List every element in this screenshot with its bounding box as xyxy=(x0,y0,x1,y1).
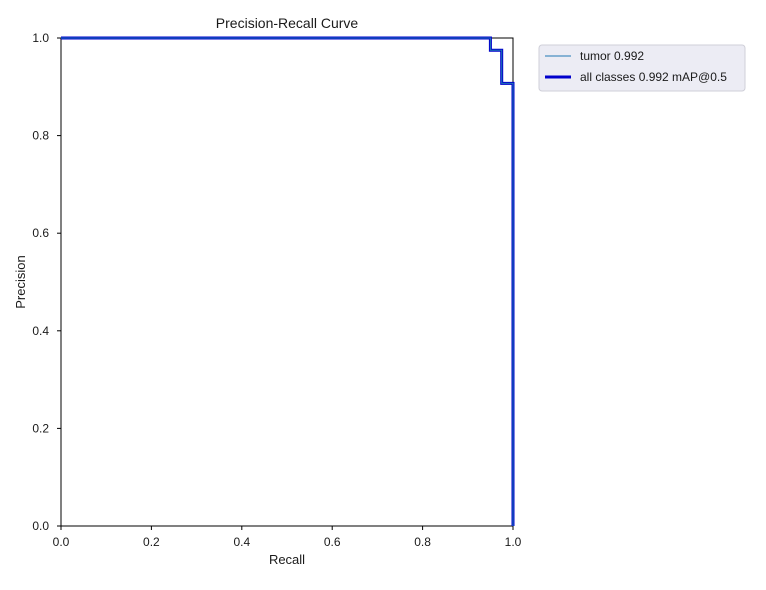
legend-label: all classes 0.992 mAP@0.5 xyxy=(580,70,727,84)
x-axis-label: Recall xyxy=(269,552,305,567)
plot-area xyxy=(60,37,514,527)
legend: tumor 0.992 all classes 0.992 mAP@0.5 xyxy=(538,44,746,92)
y-tick-label: 0.2 xyxy=(32,421,49,435)
y-tick-label: 0.0 xyxy=(32,519,49,533)
y-tick-label: 1.0 xyxy=(32,31,49,45)
series-line-0 xyxy=(61,37,514,526)
x-tick-label: 0.0 xyxy=(53,535,70,549)
x-tick-label: 0.8 xyxy=(414,535,431,549)
y-tick-label: 0.4 xyxy=(32,324,49,338)
x-tick-label: 0.6 xyxy=(324,535,341,549)
y-tick-label: 0.8 xyxy=(32,129,49,143)
x-tick-label: 0.2 xyxy=(143,535,160,549)
y-tick-label: 0.6 xyxy=(32,226,49,240)
x-tick-label: 0.4 xyxy=(233,535,250,549)
x-tick-label: 1.0 xyxy=(505,535,522,549)
y-axis-label: Precision xyxy=(13,255,28,308)
legend-label: tumor 0.992 xyxy=(580,49,644,63)
chart-title: Precision-Recall Curve xyxy=(216,15,359,31)
series-layer xyxy=(61,36,515,526)
legend-box xyxy=(538,44,746,92)
ticks-layer: 0.0 0.2 0.4 0.6 0.8 1.0 0.0 0.2 0.4 0.6 0.8 1.0 xyxy=(32,31,521,549)
plot-frame xyxy=(60,37,514,527)
